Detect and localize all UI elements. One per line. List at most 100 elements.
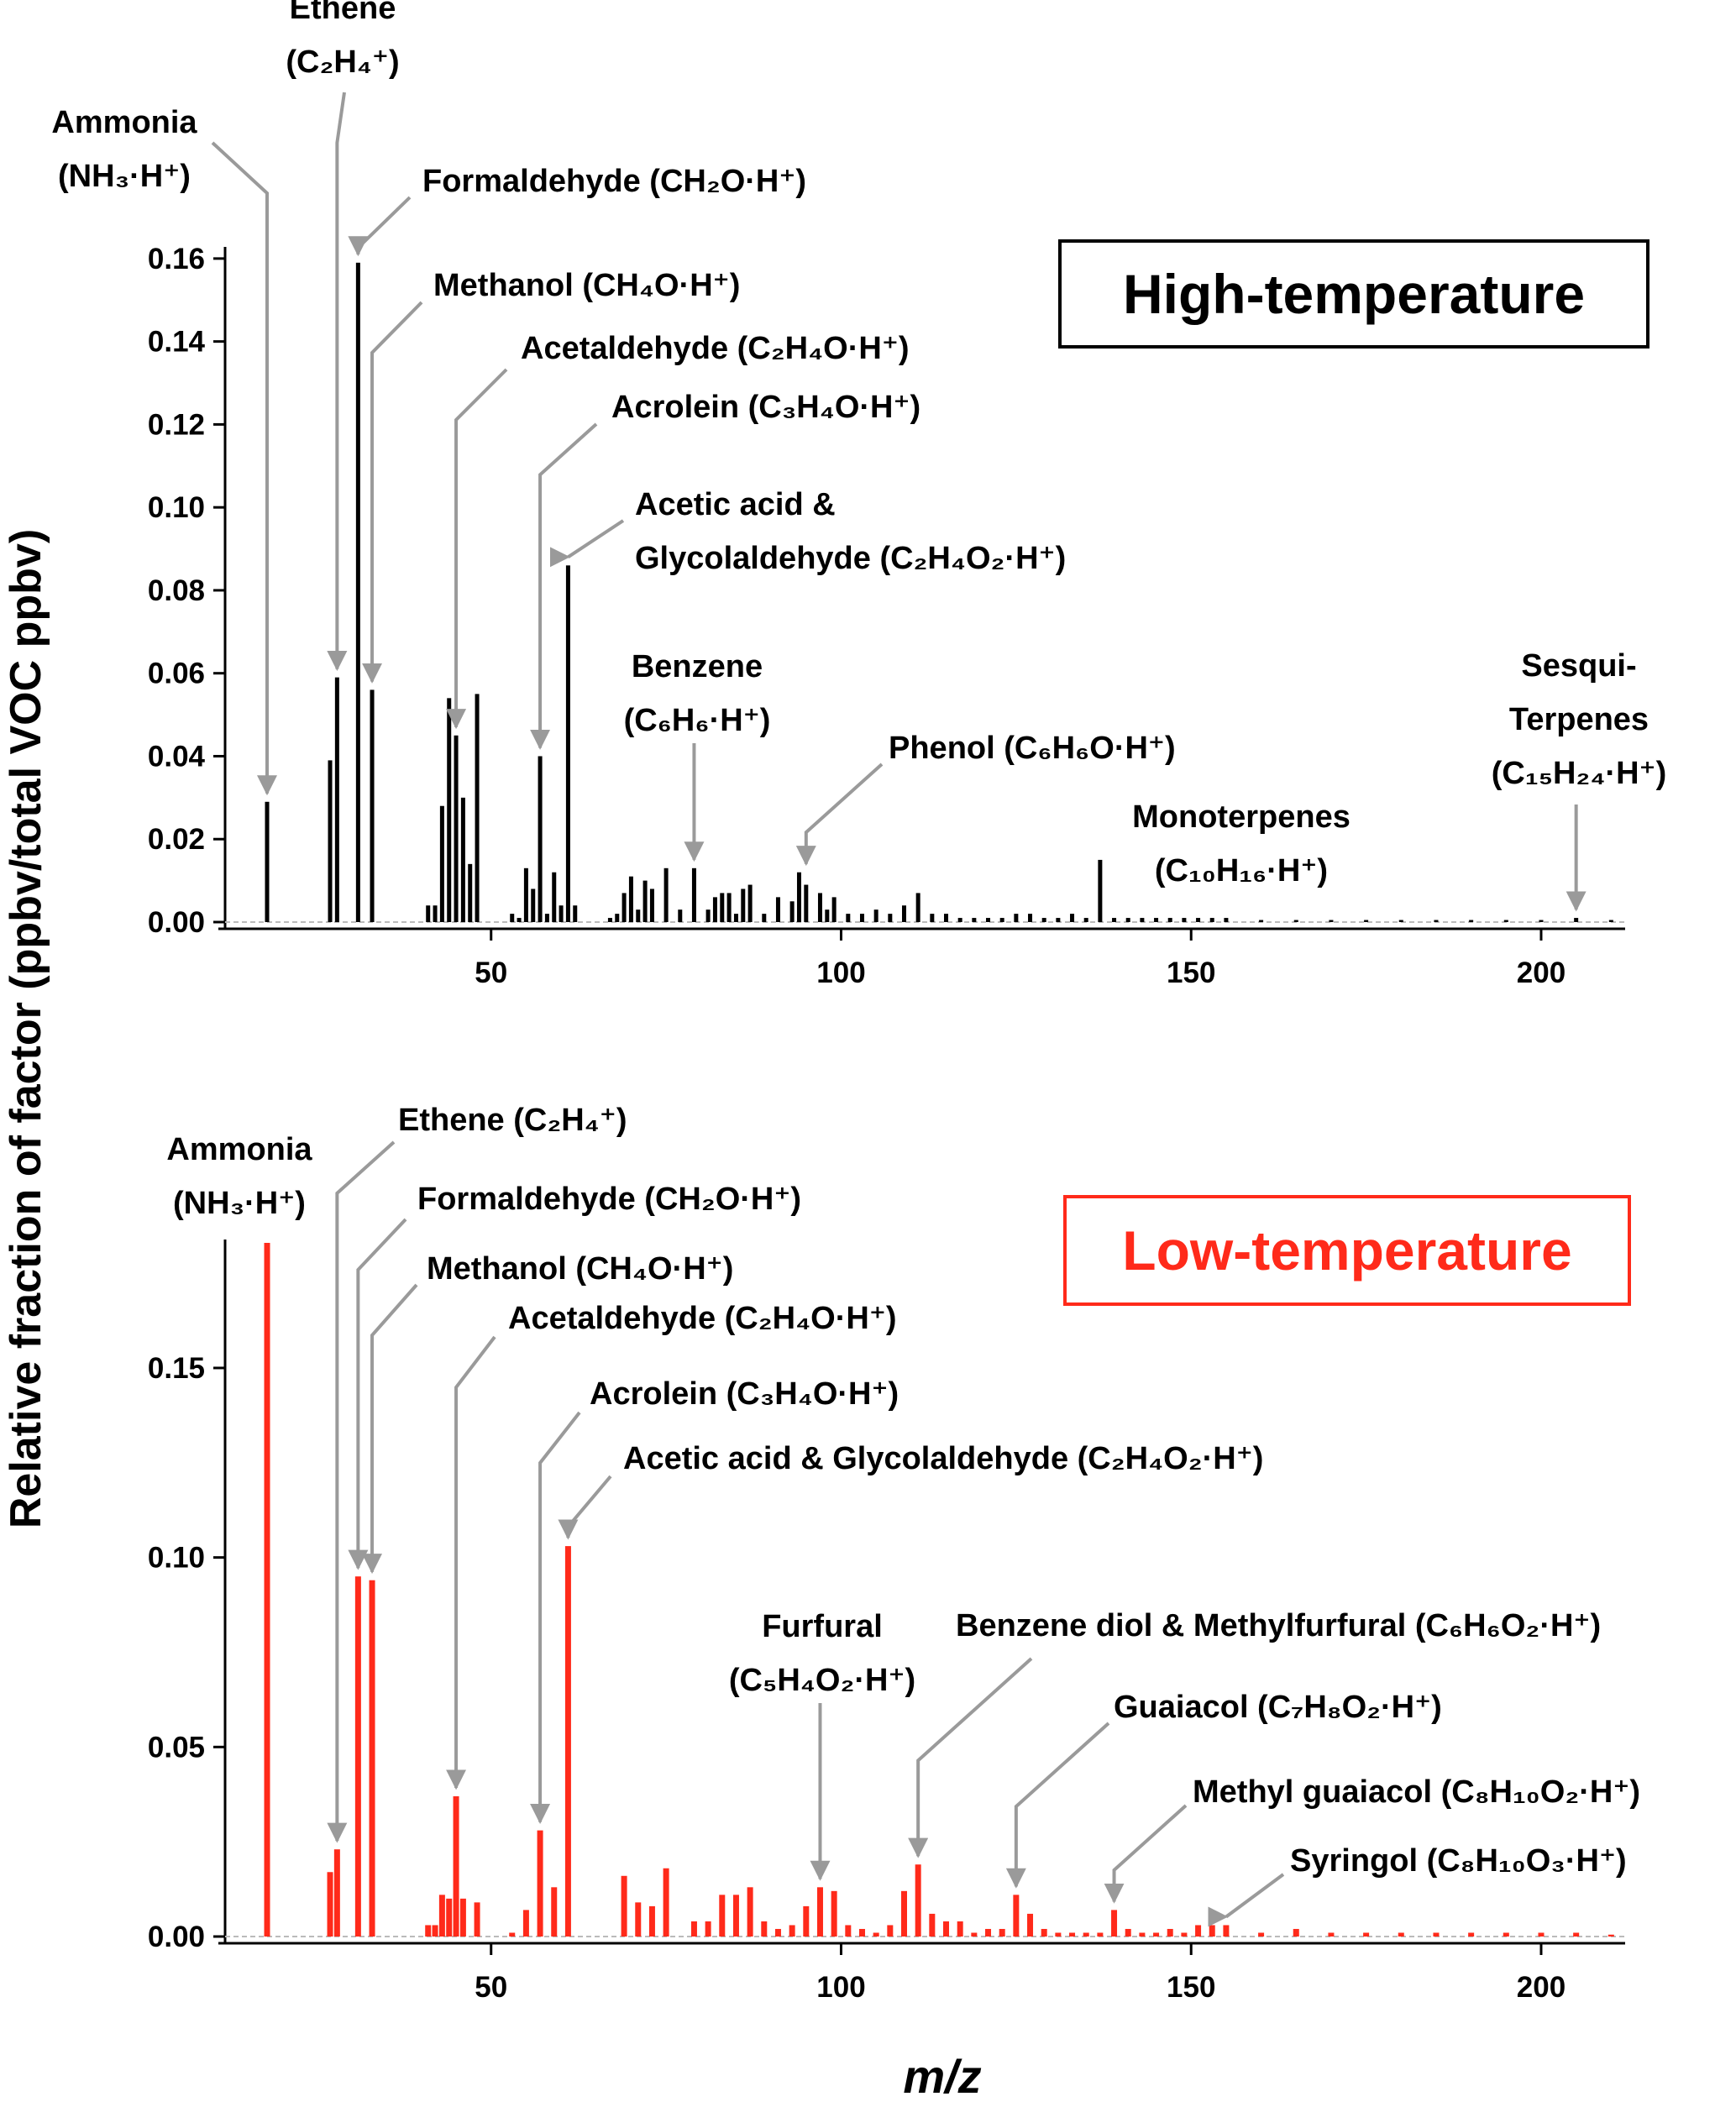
bar — [1056, 918, 1061, 922]
bar — [1398, 1932, 1404, 1937]
annotation-label: Benzene diol & Methylfurfural (C₆H₆O₂·H⁺… — [956, 1608, 1601, 1643]
bar — [1070, 914, 1075, 922]
bar — [1293, 920, 1298, 922]
annotation-leader — [362, 301, 423, 684]
bar — [957, 1921, 963, 1937]
bar — [510, 914, 515, 922]
annotation-label: Acrolein (C₃H₄O·H⁺) — [590, 1376, 899, 1412]
bar — [559, 905, 564, 922]
bar — [825, 909, 830, 922]
bar — [621, 893, 627, 922]
annotation-leader — [1005, 1722, 1110, 1889]
bar — [873, 909, 878, 922]
panel-title-box — [1058, 239, 1649, 349]
bar — [1181, 1932, 1188, 1937]
bar — [789, 1925, 795, 1937]
annotation-label: Acetic acid & Glycolaldehyde (C₂H₄O₂·H⁺) — [623, 1441, 1263, 1476]
annotation-label: Acetic acid & — [635, 487, 836, 522]
panel-1: 0.00 0.02 0.04 0.06 0.08 0.10 0.12 0.14 0.16 50 10… — [51, 0, 1666, 989]
bar — [944, 914, 949, 922]
annotation-label: Guaiacol (C₇H₈O₂·H⁺) — [1114, 1690, 1442, 1725]
x-tick-label: 200 — [1517, 957, 1566, 989]
bar — [1328, 1932, 1335, 1937]
bar — [691, 867, 696, 922]
bar — [762, 914, 767, 922]
bar — [663, 867, 669, 922]
bar — [1069, 1932, 1076, 1937]
bar — [1608, 920, 1613, 922]
bar — [887, 1925, 894, 1937]
bar — [747, 884, 753, 922]
bar — [1398, 920, 1403, 922]
bar — [453, 1795, 459, 1937]
bar — [957, 918, 962, 922]
bar — [1028, 914, 1033, 922]
bar — [1608, 1934, 1614, 1937]
bar — [930, 914, 935, 922]
bar — [438, 1895, 445, 1937]
bar — [1293, 1928, 1299, 1937]
annotation-leader — [362, 1283, 418, 1575]
annotation-label: (NH₃·H⁺) — [58, 159, 191, 194]
x-tick-label: 50 — [475, 1971, 507, 2004]
bar — [607, 918, 612, 922]
annotation-leader — [211, 141, 278, 796]
bar — [355, 262, 360, 922]
bar — [1097, 1932, 1104, 1937]
annotation-label: Syringol (C₈H₁₀O₃·H⁺) — [1290, 1843, 1627, 1879]
bar — [732, 1895, 739, 1937]
x-tick-label: 50 — [475, 957, 507, 989]
y-tick-label: 0.15 — [148, 1352, 205, 1385]
annotation-label: Methanol (CH₄O·H⁺) — [433, 268, 740, 303]
bar — [544, 914, 549, 922]
bar — [1209, 1925, 1215, 1937]
bar — [733, 914, 738, 922]
bar — [565, 565, 570, 922]
bar — [433, 905, 438, 922]
bar — [1125, 918, 1130, 922]
y-tick-label: 0.00 — [148, 1921, 205, 1953]
y-tick-label: 0.08 — [148, 574, 205, 607]
annotation-label: Formaldehyde (CH₂O·H⁺) — [422, 164, 806, 199]
x-axis-label: m/z — [903, 2050, 981, 2103]
bar — [873, 1932, 879, 1937]
bar — [642, 880, 648, 922]
annotation-leader — [1104, 1804, 1188, 1904]
y-axis-label: Relative fraction of factor (ppbv/total … — [2, 529, 50, 1528]
bar — [564, 1546, 571, 1937]
bar — [648, 1905, 655, 1937]
bar — [1573, 1932, 1580, 1937]
annotation-label: Methanol (CH₄O·H⁺) — [427, 1251, 733, 1287]
annotation-label: Monoterpenes — [1132, 799, 1351, 835]
bar — [425, 1925, 432, 1937]
annotation-label: Methyl guaiacol (C₈H₁₀O₂·H⁺) — [1193, 1774, 1640, 1810]
bar — [509, 1932, 516, 1937]
y-tick-label: 0.02 — [148, 823, 205, 856]
bar — [1041, 918, 1046, 922]
bar — [537, 1830, 543, 1937]
y-tick-label: 0.06 — [148, 658, 205, 690]
bar — [1209, 918, 1214, 922]
bar — [999, 1928, 1005, 1937]
x-tick-label: 100 — [816, 957, 865, 989]
bar — [915, 1864, 921, 1937]
bar — [1041, 1928, 1047, 1937]
annotation-label: (C₁₅H₂₄·H⁺) — [1492, 756, 1666, 791]
bar — [636, 909, 641, 922]
bar — [888, 914, 893, 922]
bar — [460, 797, 465, 922]
bar — [796, 872, 801, 922]
annotation-leader — [1224, 1873, 1285, 1919]
annotation-leader — [566, 519, 625, 558]
bar — [720, 893, 725, 922]
bar — [1139, 1932, 1146, 1937]
annotation-label: Acrolein (C₃H₄O·H⁺) — [611, 390, 920, 425]
bar — [816, 1887, 823, 1937]
bar — [370, 689, 375, 922]
bar — [1364, 920, 1369, 922]
bar — [523, 867, 528, 922]
bar — [628, 876, 633, 922]
x-tick-label: 100 — [816, 1971, 865, 2004]
bar — [1154, 918, 1159, 922]
bar — [761, 1921, 768, 1937]
